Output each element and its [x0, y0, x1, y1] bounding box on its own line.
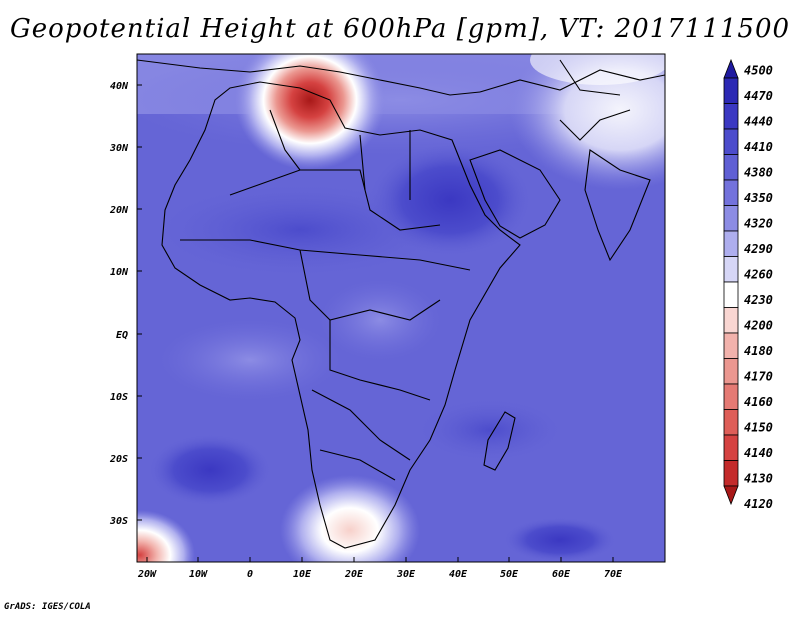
colorbar-swatch [723, 256, 739, 283]
colorbar-label: 4380 [744, 166, 773, 180]
lon-label: 60E [552, 569, 571, 580]
colorbar-label: 4320 [744, 217, 773, 231]
colorbar-swatch [723, 434, 739, 461]
colorbar-label: 4200 [744, 319, 773, 333]
colorbar-label: 4410 [744, 140, 773, 154]
colorbar-label: 4130 [744, 472, 773, 486]
colorbar-label: 4230 [744, 293, 773, 307]
colorbar-swatch [723, 205, 739, 232]
colorbar-swatch [723, 460, 739, 487]
colorbar-swatch [723, 77, 739, 104]
latitude-axis: 40N 30N 20N 10N EQ 10S 20S 30S [109, 81, 142, 527]
colorbar-swatch [723, 103, 739, 130]
colorbar-swatch [723, 409, 739, 436]
colorbar-swatch [723, 128, 739, 155]
lat-label: 20S [109, 454, 128, 465]
colorbar-label: 4150 [744, 421, 773, 435]
colorbar-swatch [723, 230, 739, 257]
colorbar-label: 4180 [744, 344, 773, 358]
lat-label: 10N [110, 267, 129, 278]
colorbar-label: 4140 [744, 446, 773, 460]
lat-label: 20N [109, 205, 129, 216]
height-field [137, 54, 665, 562]
colorbar-swatch [723, 332, 739, 359]
colorbar-swatch [723, 179, 739, 206]
coastlines [137, 59, 665, 549]
colorbar-label: 4260 [744, 268, 773, 282]
colorbar-swatch [723, 358, 739, 385]
longitude-axis: 20W 10W 0 10E 20E 30E 40E 50E 60E 70E [137, 557, 623, 580]
lat-label: 40N [110, 81, 129, 92]
colorbar-arrow-top [723, 58, 739, 79]
colorbar-label: 4350 [744, 191, 773, 205]
map-frame [136, 53, 666, 563]
lon-label: 30E [396, 569, 416, 580]
footer-credit: GrADS: IGES/COLA [4, 602, 91, 612]
lon-label: 70E [604, 569, 623, 580]
lat-label: 30S [109, 516, 128, 527]
lat-label: 10S [110, 392, 128, 403]
colorbar-arrow-bottom [723, 485, 739, 506]
lon-label: 20W [137, 569, 157, 580]
lon-label: 0 [247, 569, 253, 580]
lon-label: 20E [344, 569, 364, 580]
lon-label: 10W [189, 569, 208, 580]
colorbar-label: 4440 [744, 115, 773, 129]
lat-label: EQ [116, 330, 128, 341]
colorbar: 4500 4470 4440 4410 4380 4350 4320 4290 4260 4230… [723, 58, 773, 511]
colorbar-label: 4170 [744, 370, 773, 384]
colorbar-swatch [723, 307, 739, 334]
lon-label: 40E [449, 569, 468, 580]
colorbar-swatch [723, 383, 739, 410]
colorbar-label: 4290 [744, 242, 773, 256]
colorbar-label: 4500 [744, 64, 773, 78]
colorbar-label: 4160 [744, 395, 773, 409]
colorbar-label: 4120 [744, 497, 773, 511]
colorbar-swatch [723, 281, 739, 308]
lon-label: 50E [500, 569, 519, 580]
colorbar-label: 4470 [744, 89, 773, 103]
map-title: Geopotential Height at 600hPa [gpm], VT:… [9, 14, 791, 44]
lon-label: 10E [293, 569, 312, 580]
lat-label: 30N [109, 143, 129, 154]
colorbar-swatch [723, 154, 739, 181]
